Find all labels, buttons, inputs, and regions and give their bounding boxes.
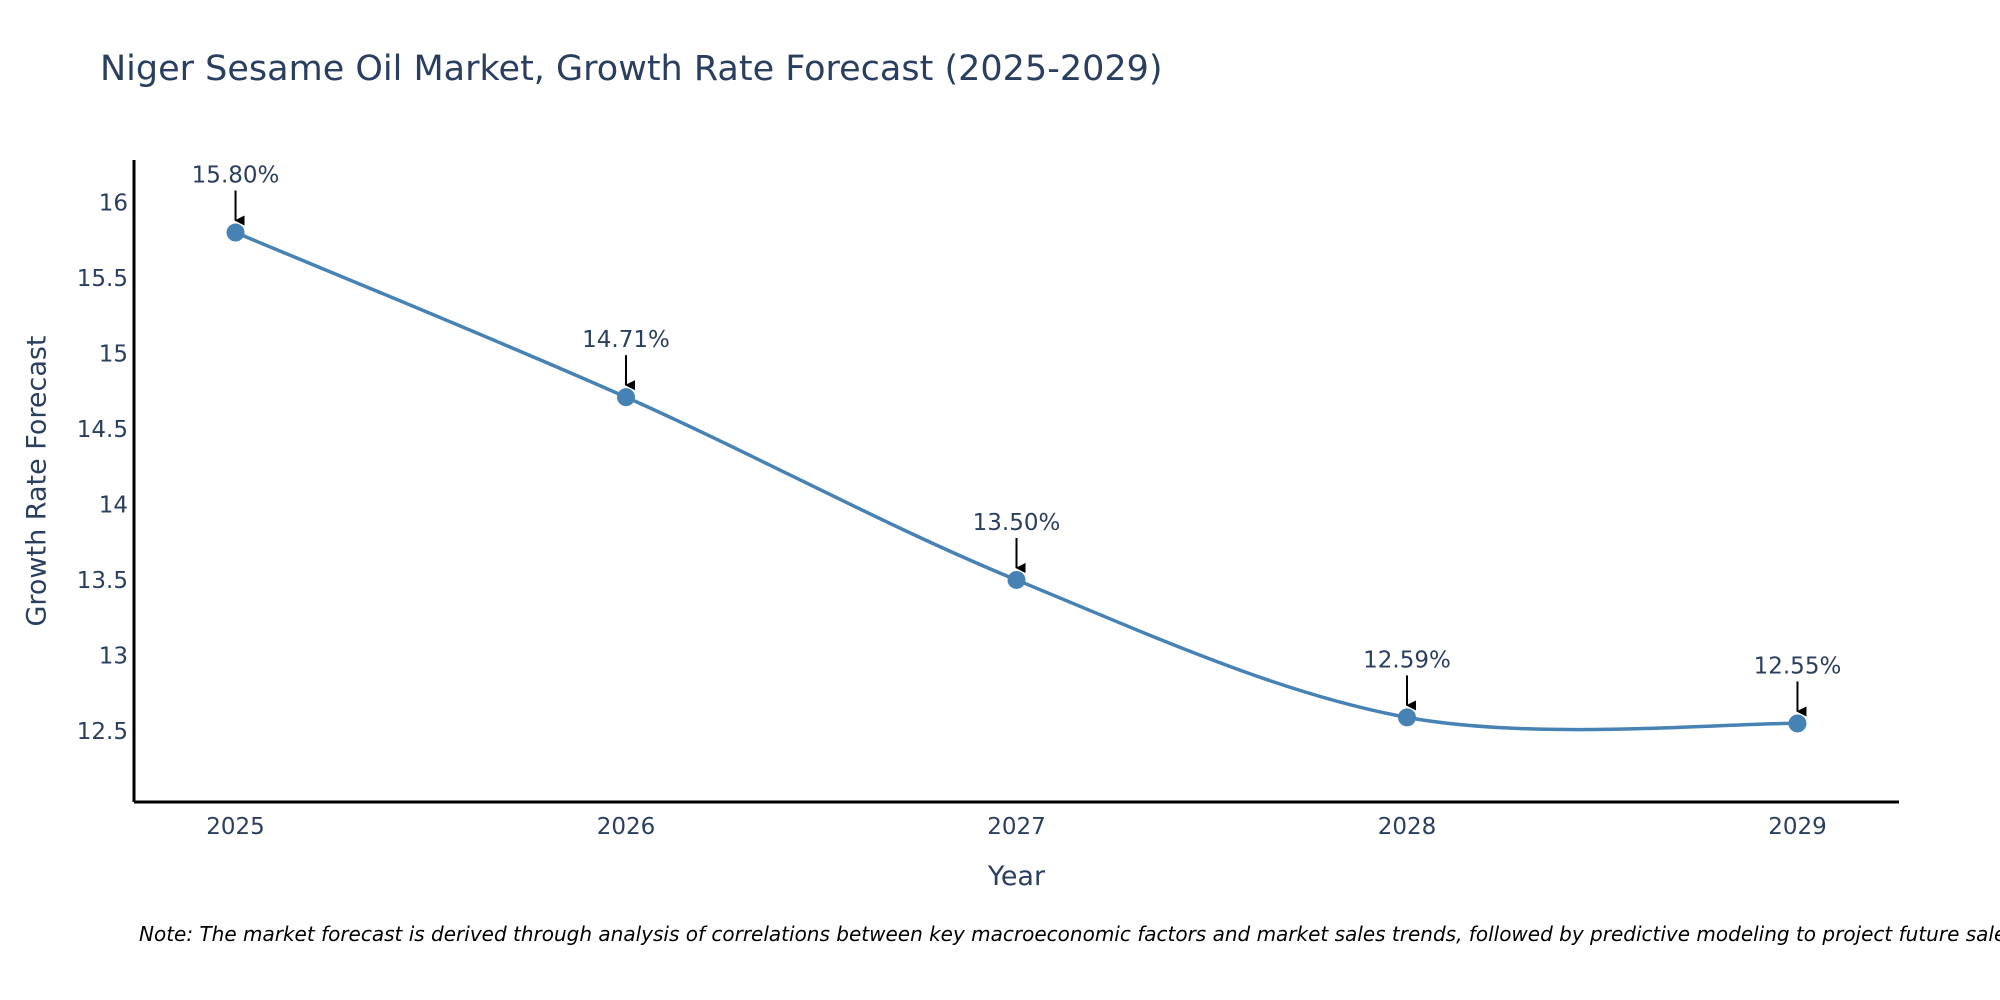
y-tick-label: 13.5 [77, 568, 128, 594]
data-point [226, 223, 245, 242]
data-label: 13.50% [973, 510, 1061, 536]
x-tick-label: 2027 [987, 814, 1046, 840]
x-tick-label: 2025 [206, 814, 265, 840]
y-tick-label: 12.5 [77, 719, 128, 745]
data-labels: 15.80% 14.71% 13.50% 12.59% 12.55% [192, 163, 1842, 717]
data-label: 12.55% [1754, 653, 1842, 679]
y-tick-label: 14 [99, 492, 128, 518]
data-point [617, 388, 636, 407]
data-label: 14.71% [582, 327, 670, 353]
y-axis-title: Growth Rate Forecast [21, 335, 52, 626]
y-tick-label: 15 [99, 341, 128, 367]
y-tick-label: 14.5 [77, 417, 128, 443]
data-points [226, 223, 1807, 733]
x-tick-label: 2029 [1768, 814, 1827, 840]
series-line [234, 230, 1798, 732]
data-point [1788, 714, 1807, 733]
data-point [1007, 570, 1026, 589]
y-tick-label: 16 [99, 190, 128, 216]
x-axis: 2025 2026 2027 2028 2029 [134, 800, 1899, 840]
x-axis-title: Year [987, 861, 1046, 892]
y-tick-label: 15.5 [77, 266, 128, 292]
data-label: 15.80% [192, 163, 280, 189]
x-tick-label: 2026 [597, 814, 656, 840]
x-tick-label: 2028 [1378, 814, 1437, 840]
y-axis: 12.5 13 13.5 14 14.5 15 15.5 16 [77, 160, 136, 802]
footnote: Note: The market forecast is derived thr… [139, 922, 2000, 946]
data-point [1397, 708, 1416, 727]
y-tick-label: 13 [99, 643, 128, 669]
chart-title: Niger Sesame Oil Market, Growth Rate For… [100, 49, 1163, 89]
data-label: 12.59% [1363, 647, 1451, 673]
